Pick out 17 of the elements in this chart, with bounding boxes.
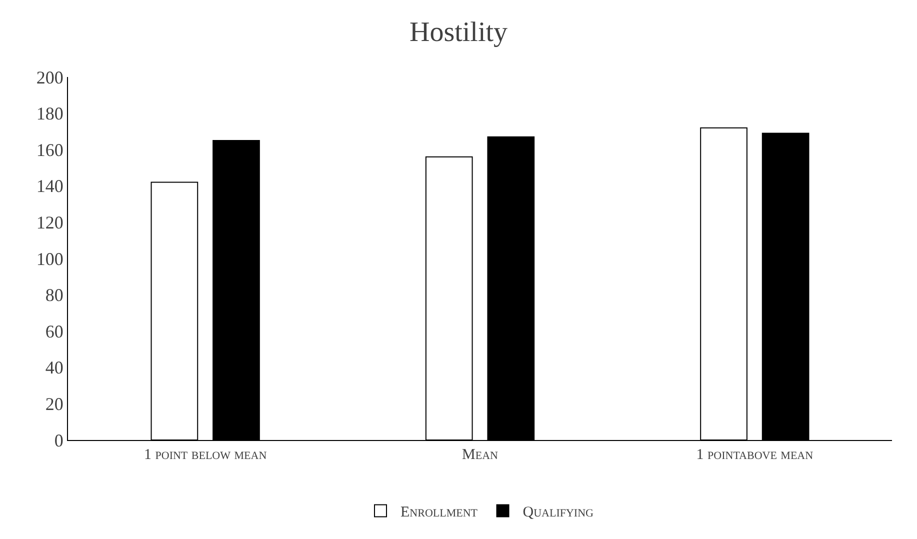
legend-label: Qualifying	[522, 504, 594, 521]
y-tick-label: 20	[45, 394, 64, 414]
legend-label: Enrollment	[400, 504, 478, 521]
y-tick-label: 40	[45, 358, 64, 378]
x-tick-label: Mean	[462, 447, 498, 463]
y-tick-label: 80	[45, 285, 64, 306]
x-tick-label: 1 pointabove mean	[696, 447, 814, 463]
x-tick-label: 1 point below mean	[144, 447, 267, 463]
y-tick-label: 140	[36, 176, 64, 196]
y-tick-label: 160	[36, 140, 64, 160]
chart-title: Hostility	[409, 17, 508, 48]
y-tick-label: 60	[45, 321, 64, 342]
y-tick-label: 0	[54, 430, 64, 450]
y-tick-label: 100	[36, 248, 64, 269]
y-tick-label: 200	[36, 67, 64, 88]
y-tick-label: 120	[36, 212, 64, 232]
y-tick-label: 180	[36, 104, 64, 124]
